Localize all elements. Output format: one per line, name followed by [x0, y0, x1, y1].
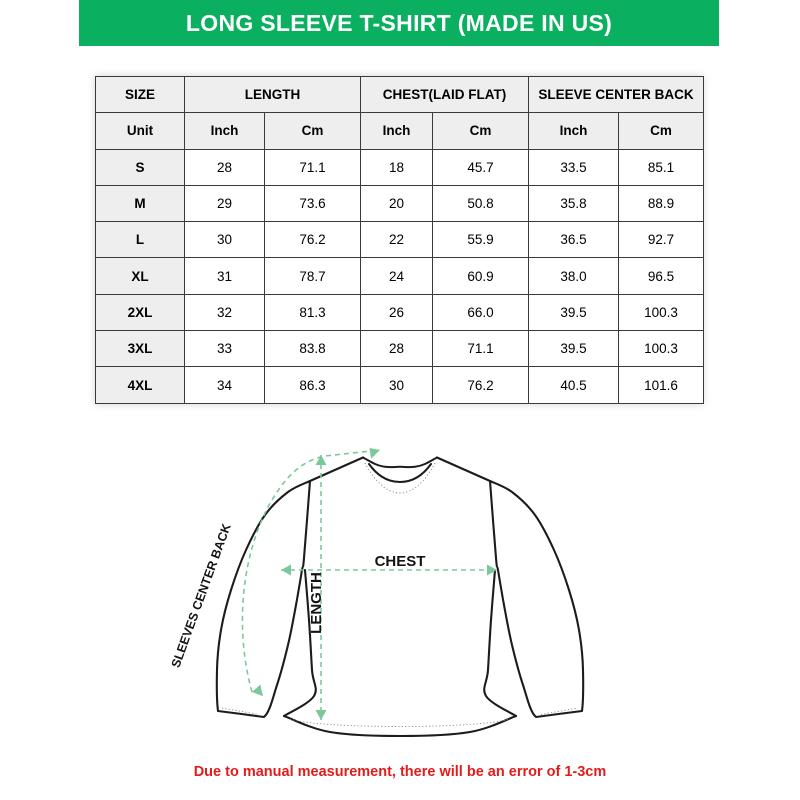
svg-text:CHEST: CHEST — [375, 553, 426, 570]
svg-text:LENGTH: LENGTH — [308, 572, 325, 634]
